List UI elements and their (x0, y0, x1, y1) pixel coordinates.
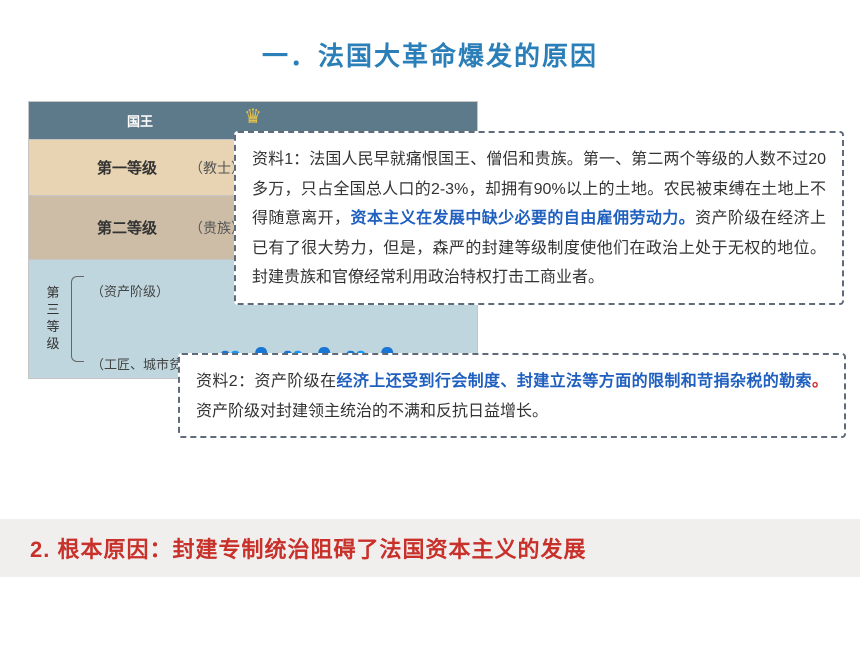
material-box-1: 资料1：法国人民早就痛恨国王、僧侣和贵族。第一、第二两个等级的人数不过20多万，… (234, 131, 844, 305)
crown-icon: ♛ (244, 104, 262, 129)
box2-text-1: 资产阶级在 (254, 373, 336, 390)
third-estate-vertical-label: 第三等级 (43, 274, 63, 364)
king-label: 国王 (127, 111, 205, 130)
box1-highlight: 资本主义在发展中缺少必要的自由雇佣劳动力。 (350, 210, 695, 227)
second-estate-label: 第二等级 (97, 217, 175, 238)
first-estate-label: 第一等级 (97, 157, 175, 178)
box2-dot: 。 (812, 373, 828, 390)
third-estate-line1: （资产阶级） (91, 278, 221, 307)
conclusion-bar: 2. 根本原因：封建专制统治阻碍了法国资本主义的发展 (0, 519, 860, 577)
material-box-2: 资料2：资产阶级在经济上还受到行会制度、封建立法等方面的限制和苛捐杂税的勒索。资… (178, 353, 846, 438)
box2-text-2: 资产阶级对封建领主统治的不满和反抗日益增长。 (196, 403, 548, 420)
page-title: 一．法国大革命爆发的原因 (0, 0, 860, 97)
box2-label: 资料2： (196, 373, 254, 390)
content-area: 国王 ♛ 第一等级 （教士） 第二等级 （贵族） 第三等级 （资产阶级） （工匠… (0, 101, 860, 431)
box2-highlight: 经济上还受到行会制度、封建立法等方面的限制和苛捐杂税的勒索 (336, 373, 811, 390)
conclusion-text: 2. 根本原因：封建专制统治阻碍了法国资本主义的发展 (30, 532, 586, 564)
box1-label: 资料1： (252, 151, 309, 168)
